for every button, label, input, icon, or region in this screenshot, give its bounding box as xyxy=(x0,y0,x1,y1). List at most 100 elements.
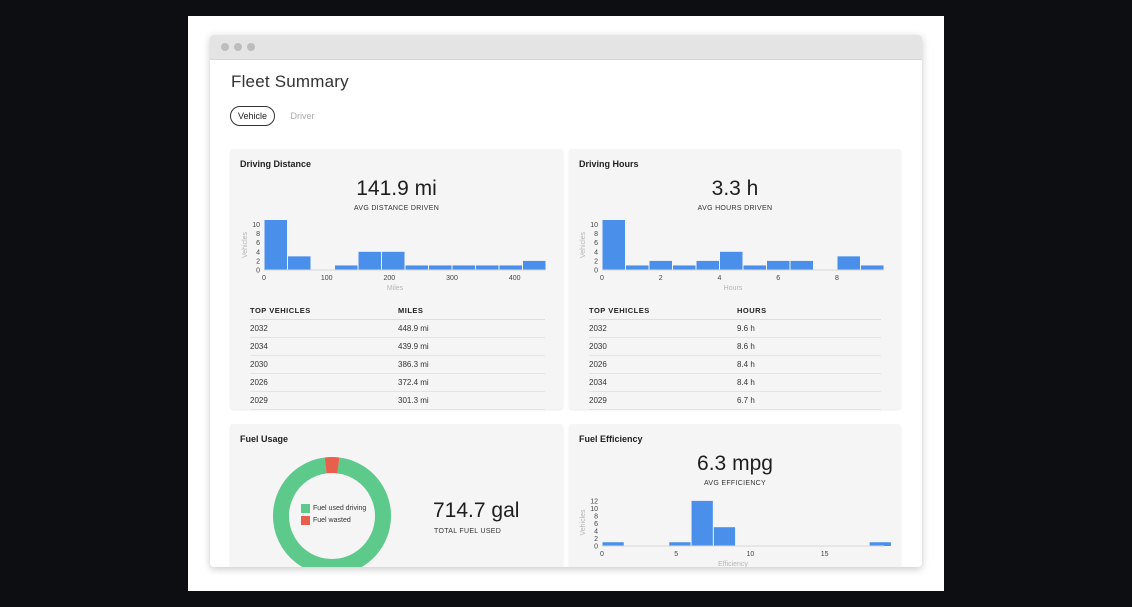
table-row[interactable]: 2026 8.4 h xyxy=(589,355,881,374)
table-row[interactable]: 2032 448.9 mi xyxy=(250,319,545,338)
table-row[interactable]: 2026 372.4 mi xyxy=(250,373,545,392)
page-title: Fleet Summary xyxy=(231,72,349,91)
y-tick-label: 6 xyxy=(594,240,598,247)
histogram-bar xyxy=(720,251,743,270)
histogram-bar xyxy=(649,260,672,270)
y-axis-label: Vehicles xyxy=(580,231,587,258)
top-vehicles-distance-table: TOP VEHICLES MILES 2032 448.9 mi 2034 439.… xyxy=(250,301,545,410)
fuel-legend: Fuel used driving Fuel wasted xyxy=(301,503,366,527)
vehicle-id: 2030 xyxy=(589,337,736,356)
histogram-bar xyxy=(476,265,499,270)
histogram-bar xyxy=(602,542,624,546)
card-title: Driving Distance xyxy=(240,159,312,169)
x-tick-label: 300 xyxy=(446,275,458,282)
legend-item: Fuel used driving xyxy=(301,503,366,515)
y-axis-label: Vehicles xyxy=(242,231,249,258)
y-tick-label: 10 xyxy=(252,222,260,229)
window-dot-icon[interactable] xyxy=(221,43,229,51)
vehicle-id: 2029 xyxy=(250,391,397,410)
histogram-bar xyxy=(869,542,891,546)
histogram-bar xyxy=(691,500,713,546)
x-tick-label: 4 xyxy=(718,275,722,282)
y-tick-label: 4 xyxy=(256,249,260,256)
table-row[interactable]: 2029 6.7 h xyxy=(589,391,881,410)
vehicle-hours: 8.4 h xyxy=(736,355,881,374)
column-header: TOP VEHICLES xyxy=(250,301,397,320)
table-row[interactable]: 2030 8.6 h xyxy=(589,337,881,356)
histogram-bar xyxy=(264,220,287,270)
histogram-bar xyxy=(288,256,311,270)
x-tick-label: 400 xyxy=(509,275,521,282)
window-dot-icon[interactable] xyxy=(234,43,242,51)
total-fuel-label: TOTAL FUEL USED xyxy=(434,528,502,535)
x-tick-label: 6 xyxy=(776,275,780,282)
y-tick-label: 2 xyxy=(256,258,260,265)
vehicle-id: 2026 xyxy=(250,373,397,392)
y-tick-label: 0 xyxy=(594,544,598,551)
table-row[interactable]: 2034 439.9 mi xyxy=(250,337,545,356)
avg-efficiency-label: AVG EFFICIENCY xyxy=(703,480,767,487)
y-tick-label: 0 xyxy=(256,268,260,275)
fuel-usage-card: Fuel Usage Fuel used driving Fuel wasted… xyxy=(230,424,563,567)
table-row[interactable]: 2029 301.3 mi xyxy=(250,391,545,410)
histogram-bar xyxy=(405,265,428,270)
table-row[interactable]: 2034 8.4 h xyxy=(589,373,881,392)
vehicle-hours: 8.4 h xyxy=(736,373,881,392)
histogram-bar xyxy=(335,265,358,270)
y-tick-label: 12 xyxy=(590,498,598,505)
y-tick-label: 10 xyxy=(590,222,598,229)
y-tick-label: 0 xyxy=(594,268,598,275)
y-tick-label: 2 xyxy=(594,258,598,265)
column-header: MILES xyxy=(397,301,545,320)
x-tick-label: 8 xyxy=(835,275,839,282)
avg-distance-label: AVG DISTANCE DRIVEN xyxy=(353,205,440,212)
table-row[interactable]: 2032 9.6 h xyxy=(589,319,881,338)
histogram-bar xyxy=(429,265,452,270)
histogram-bar xyxy=(669,542,691,546)
card-title: Fuel Usage xyxy=(240,434,289,444)
vehicle-id: 2032 xyxy=(250,319,397,338)
y-tick-label: 4 xyxy=(594,249,598,256)
histogram-bar xyxy=(837,256,860,270)
histogram-bar xyxy=(523,260,546,270)
y-tick-label: 8 xyxy=(594,231,598,238)
histogram-bar xyxy=(767,260,790,270)
x-tick-label: 0 xyxy=(600,275,604,282)
histogram-bar xyxy=(452,265,475,270)
legend-item: Fuel wasted xyxy=(301,515,366,527)
vehicle-id: 2034 xyxy=(589,373,736,392)
avg-distance-value: 141.9 mi xyxy=(356,177,437,200)
y-tick-label: 8 xyxy=(256,231,260,238)
tab-vehicle[interactable]: Vehicle xyxy=(230,106,276,126)
view-tabs: Vehicle Driver xyxy=(230,106,325,126)
vehicle-miles: 439.9 mi xyxy=(397,337,545,356)
x-tick-label: 10 xyxy=(747,551,755,558)
vehicle-id: 2034 xyxy=(250,337,397,356)
window-dot-icon[interactable] xyxy=(247,43,255,51)
histogram-bar xyxy=(602,220,625,270)
x-tick-label: 15 xyxy=(821,551,829,558)
y-tick-label: 2 xyxy=(594,536,598,543)
top-vehicles-hours-table: TOP VEHICLES HOURS 2032 9.6 h 2030 8.6 h 2… xyxy=(589,301,881,410)
histogram-bar xyxy=(696,260,719,270)
histogram-bar xyxy=(743,265,766,270)
histogram-bar xyxy=(861,265,884,270)
legend-swatch-wasted xyxy=(301,515,310,525)
x-axis-label: Miles xyxy=(387,285,404,292)
column-header: HOURS xyxy=(736,301,881,320)
x-tick-label: 2 xyxy=(659,275,663,282)
legend-label: Fuel wasted xyxy=(313,517,351,524)
y-tick-label: 6 xyxy=(594,521,598,528)
tab-driver[interactable]: Driver xyxy=(290,111,315,121)
x-tick-label: 200 xyxy=(383,275,395,282)
x-tick-label: 5 xyxy=(674,551,678,558)
vehicle-hours: 8.6 h xyxy=(736,337,881,356)
donut-slice-driving xyxy=(273,457,391,567)
vehicle-id: 2026 xyxy=(589,355,736,374)
window-titlebar xyxy=(210,35,922,60)
table-row[interactable]: 2030 386.3 mi xyxy=(250,355,545,374)
histogram-bar xyxy=(626,265,649,270)
vehicle-miles: 448.9 mi xyxy=(397,319,545,338)
vehicle-id: 2032 xyxy=(589,319,736,338)
